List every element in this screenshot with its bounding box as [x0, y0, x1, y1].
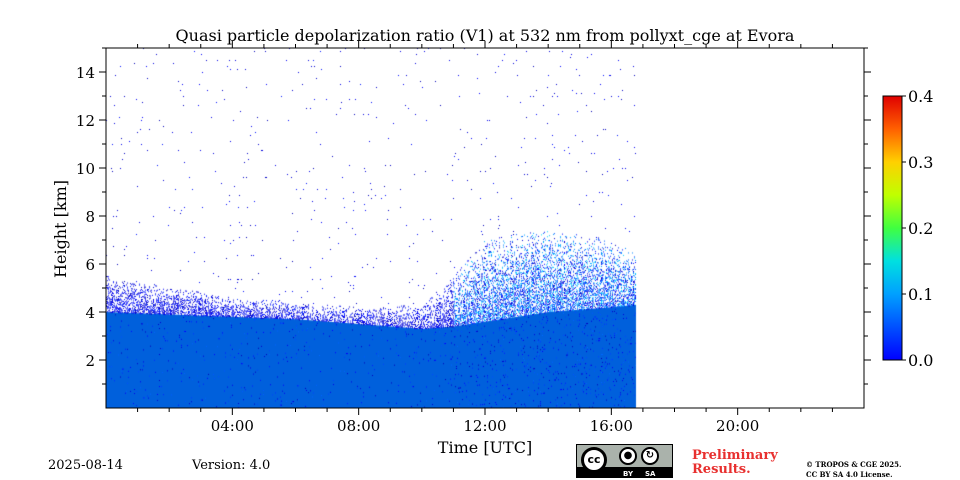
colorbar-ticks: 0.0 0.1 0.2 0.3 0.4 [902, 87, 933, 370]
preliminary-results-note: Preliminary Results. [692, 449, 778, 477]
y-tick-label: 8 [85, 208, 95, 226]
x-axis-ticks: 04:00 08:00 12:00 16:00 20:00 [137, 41, 833, 435]
colorbar-tick-label: 0.1 [908, 285, 933, 304]
x-tick-label: 16:00 [590, 417, 633, 435]
share-alike-icon: ↻ [641, 447, 659, 465]
y-tick-label: 10 [76, 160, 95, 178]
colorbar-tick-label: 0.2 [908, 219, 933, 238]
person-icon: ● [619, 447, 637, 465]
y-axis-ticks: 2 4 6 8 10 12 14 [76, 47, 871, 385]
chart-title: Quasi particle depolarization ratio (V1)… [176, 26, 795, 45]
y-tick-label: 14 [76, 64, 95, 82]
cc-sa-label: SA [645, 470, 656, 478]
heatmap-canvas-container [106, 48, 864, 408]
y-axis-label: Height [km] [51, 180, 70, 278]
cc-by-label: BY [623, 470, 634, 478]
x-tick-label: 20:00 [716, 417, 759, 435]
colorbar-tick-label: 0.0 [908, 351, 933, 370]
copyright-line-2: CC BY SA 4.0 License. [806, 470, 893, 479]
copyright-note: © TROPOS & CGE 2025. CC BY SA 4.0 Licens… [806, 460, 901, 480]
cc-icon: cc [581, 447, 607, 473]
x-tick-label: 12:00 [463, 417, 506, 435]
colorbar-tick-label: 0.3 [908, 153, 933, 172]
x-tick-label: 04:00 [211, 417, 254, 435]
cc-license-badge: cc ● ↻ BY SA [576, 444, 673, 478]
y-tick-label: 12 [76, 112, 95, 130]
y-tick-label: 4 [85, 304, 95, 322]
preliminary-line-2: Results. [692, 462, 751, 477]
y-tick-label: 6 [85, 256, 95, 274]
colorbar [882, 95, 903, 361]
date-label: 2025-08-14 [48, 458, 123, 473]
x-axis-label: Time [UTC] [438, 438, 532, 457]
version-label: Version: 4.0 [192, 458, 271, 473]
heatmap-canvas [106, 48, 864, 408]
preliminary-line-1: Preliminary [692, 448, 778, 463]
x-tick-label: 08:00 [337, 417, 380, 435]
colorbar-tick-label: 0.4 [908, 87, 933, 106]
y-tick-label: 2 [85, 352, 95, 370]
copyright-line-1: © TROPOS & CGE 2025. [806, 460, 902, 469]
